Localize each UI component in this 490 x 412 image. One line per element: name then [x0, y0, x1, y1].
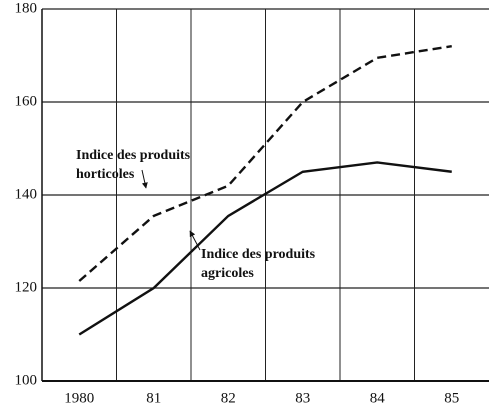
y-tick-label: 100	[15, 372, 38, 388]
annotation: Indice des produits agricoles	[201, 247, 316, 281]
y-tick-label: 140	[15, 186, 38, 202]
annotation-text: Indice des produits agricoles	[201, 247, 316, 281]
y-tick-label: 160	[15, 93, 38, 109]
x-tick-label: 84	[370, 390, 386, 406]
x-tick-label: 83	[295, 390, 310, 406]
x-tick-label: 85	[444, 390, 459, 406]
annotation-arrow	[189, 230, 201, 251]
y-tick-label: 120	[15, 279, 38, 295]
x-tick-label: 82	[221, 390, 236, 406]
annotation-text: Indice des produits horticoles	[76, 148, 191, 182]
series-line	[78, 161, 452, 336]
annotation-arrow	[141, 169, 148, 189]
x-tick-label: 81	[146, 390, 161, 406]
x-tick-label: 1980	[64, 390, 94, 406]
y-tick-label: 180	[15, 0, 38, 16]
annotation: Indice des produits horticoles	[76, 148, 191, 182]
